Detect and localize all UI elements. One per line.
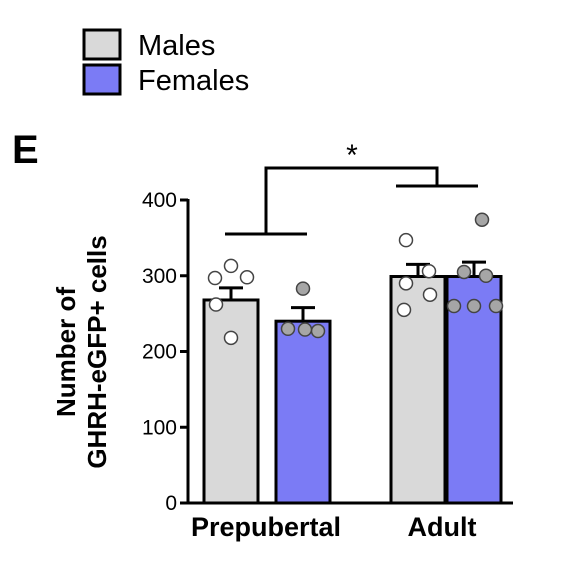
legend-label-males: Males [138,30,215,62]
y-axis-label-line: Number of [51,287,81,417]
legend-swatch-males [82,28,122,61]
data-point [297,322,313,337]
data-point [422,287,438,302]
significance-bracket: * [225,139,478,236]
data-point [488,298,504,314]
bar-females-adult [445,275,503,505]
data-point [466,298,482,314]
data-point [398,276,414,291]
data-points [207,212,504,346]
data-point [398,232,414,248]
y-axis-label-line: GHRH-eGFP+ cells [82,235,112,468]
y-axis-label: Number of GHRH-eGFP+ cells [51,235,112,468]
data-point [223,330,239,346]
bracket-line [225,166,478,236]
x-tick-label-adult: Adult [408,512,477,542]
bar-females-prepubertal [274,319,332,505]
y-tick-label: 300 [142,265,177,288]
bar-males-adult [389,275,447,505]
bars [202,275,503,505]
data-point [310,323,326,339]
significance-label: * [346,139,358,172]
data-point [421,263,437,279]
data-point [223,258,239,274]
x-tick-labels: Prepubertal Adult [191,512,477,542]
y-tick-label: 200 [142,341,177,364]
data-point [207,270,223,286]
legend-label-females: Females [138,65,249,97]
data-point [239,270,255,285]
data-point [456,264,472,280]
x-tick-label-prepubertal: Prepubertal [191,512,341,542]
data-point [280,321,296,337]
y-tick-label: 100 [142,416,177,439]
legend-swatch-females [82,63,122,96]
y-tick-label: 0 [165,492,177,515]
data-point [396,302,412,318]
panel-label: E [12,128,39,172]
data-point [295,281,311,296]
data-point [474,212,490,227]
data-point [446,298,462,314]
error-bars [219,260,486,322]
bar-males-prepubertal [202,298,260,505]
data-point [478,268,494,283]
data-point [208,297,224,312]
y-tick-label: 400 [142,189,177,212]
